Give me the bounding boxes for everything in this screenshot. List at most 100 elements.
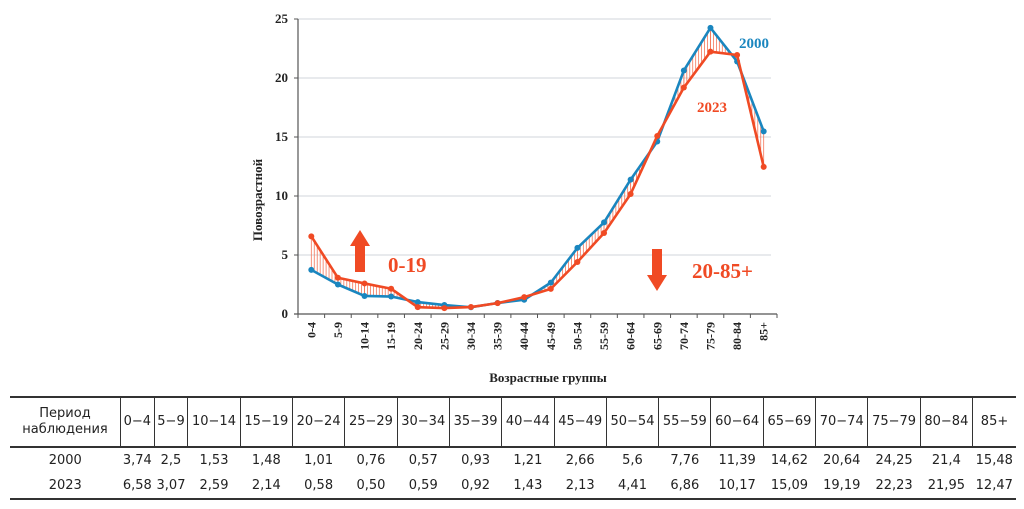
header-period: Период наблюдения (10, 397, 121, 447)
table-row: 20236,583,072,592,140,580,500,590,921,43… (10, 473, 1016, 499)
data-point-2023 (415, 304, 421, 310)
table-cell: 24,25 (868, 447, 920, 473)
header-age-group: 60−64 (711, 397, 763, 447)
data-point-2023 (761, 164, 767, 170)
y-tick-label: 15 (275, 129, 289, 144)
header-age-group: 65−69 (763, 397, 815, 447)
table-cell: 10,17 (711, 473, 763, 499)
header-age-group: 85+ (973, 397, 1016, 447)
table-cell: 4,41 (606, 473, 658, 499)
header-age-group: 10−14 (188, 397, 240, 447)
data-point-2000 (335, 282, 341, 288)
header-period-line1: Период (39, 406, 90, 421)
x-tick-label: 80-84 (730, 322, 744, 350)
y-axis-title: Повозрастной (250, 158, 265, 241)
x-tick-label: 15-19 (384, 322, 398, 350)
table-cell: 0,59 (397, 473, 449, 499)
table-cell: 22,23 (868, 473, 920, 499)
x-axis-title: Возрастные группы (489, 370, 607, 385)
annotation-20-85: 20-85+ (692, 259, 753, 283)
x-tick-label: 75-79 (703, 322, 717, 350)
series-label-2023: 2023 (697, 100, 727, 116)
data-point-2023 (388, 286, 394, 292)
table-cell: 0,76 (345, 447, 397, 473)
data-point-2023 (707, 49, 713, 55)
table-cell: 20,64 (816, 447, 868, 473)
x-tick-label: 45-49 (544, 322, 558, 350)
table-cell: 21,95 (920, 473, 972, 499)
y-tick-label: 10 (275, 188, 288, 203)
x-tick-label: 35-39 (491, 322, 505, 350)
data-table: Период наблюдения 0−45−910−1415−1920−242… (10, 396, 1016, 500)
y-tick-label: 25 (275, 11, 289, 26)
header-age-group: 70−74 (816, 397, 868, 447)
table-cell: 1,48 (240, 447, 292, 473)
data-point-2023 (654, 133, 660, 139)
y-tick-labels: 0510152025 (275, 11, 289, 321)
table-cell: 6,58 (121, 473, 155, 499)
series-label-2000: 2000 (739, 36, 769, 52)
y-tick-label: 0 (282, 306, 289, 321)
table-cell: 0,93 (449, 447, 501, 473)
header-period-line2: наблюдения (22, 422, 108, 437)
table-cell: 21,4 (920, 447, 972, 473)
data-point-2023 (441, 305, 447, 311)
table-cell: 2,59 (188, 473, 240, 499)
data-point-2023 (734, 52, 740, 58)
header-age-group: 75−79 (868, 397, 920, 447)
table-cell: 15,09 (763, 473, 815, 499)
row-label: 2000 (10, 447, 121, 473)
data-point-2023 (362, 280, 368, 286)
header-age-group: 40−44 (502, 397, 554, 447)
x-tick-label: 10-14 (358, 322, 372, 350)
table-cell: 15,48 (973, 447, 1016, 473)
header-age-group: 5−9 (154, 397, 188, 447)
table-cell: 12,47 (973, 473, 1016, 499)
data-point-2000 (761, 128, 767, 134)
x-tick-label: 5-9 (331, 322, 345, 338)
x-tick-labels: 0-45-910-1415-1920-2425-2930-3435-3940-4… (304, 322, 770, 350)
data-point-2000 (388, 294, 394, 300)
age-rate-chart: 0510152025 0-45-910-1415-1920-2425-2930-… (0, 0, 1024, 392)
header-age-group: 15−19 (240, 397, 292, 447)
x-tick-label: 25-29 (437, 322, 451, 350)
table-cell: 6,86 (659, 473, 711, 499)
table-cell: 5,6 (606, 447, 658, 473)
x-tick-label: 60-64 (624, 322, 638, 350)
table-cell: 2,66 (554, 447, 606, 473)
table-cell: 0,50 (345, 473, 397, 499)
data-point-2000 (707, 25, 713, 31)
data-point-2000 (681, 67, 687, 73)
x-tick-label: 70-74 (677, 322, 691, 350)
table-cell: 7,76 (659, 447, 711, 473)
x-tick-label: 55-59 (597, 322, 611, 350)
data-point-2000 (362, 293, 368, 299)
data-point-2023 (681, 85, 687, 91)
table-cell: 0,58 (292, 473, 344, 499)
x-tick-label: 40-44 (517, 322, 531, 350)
data-point-2000 (601, 219, 607, 225)
data-point-2023 (468, 304, 474, 310)
data-point-2023 (495, 300, 501, 306)
x-tick-label: 50-54 (570, 322, 584, 350)
up-arrow-icon (350, 230, 370, 272)
table-cell: 1,01 (292, 447, 344, 473)
x-tick-label: 65-69 (650, 322, 664, 350)
table-cell: 14,62 (763, 447, 815, 473)
table-cell: 0,92 (449, 473, 501, 499)
data-point-2023 (335, 275, 341, 281)
data-point-2023 (548, 286, 554, 292)
table-cell: 19,19 (816, 473, 868, 499)
table-cell: 1,53 (188, 447, 240, 473)
row-label: 2023 (10, 473, 121, 499)
table-cell: 3,74 (121, 447, 155, 473)
header-age-group: 50−54 (606, 397, 658, 447)
data-point-2000 (574, 245, 580, 251)
data-point-2023 (601, 230, 607, 236)
table-cell: 2,13 (554, 473, 606, 499)
data-point-2023 (628, 191, 634, 197)
annotation-0-19: 0-19 (388, 253, 427, 277)
table-cell: 2,5 (154, 447, 188, 473)
table-cell: 1,21 (502, 447, 554, 473)
data-point-2000 (308, 267, 314, 273)
